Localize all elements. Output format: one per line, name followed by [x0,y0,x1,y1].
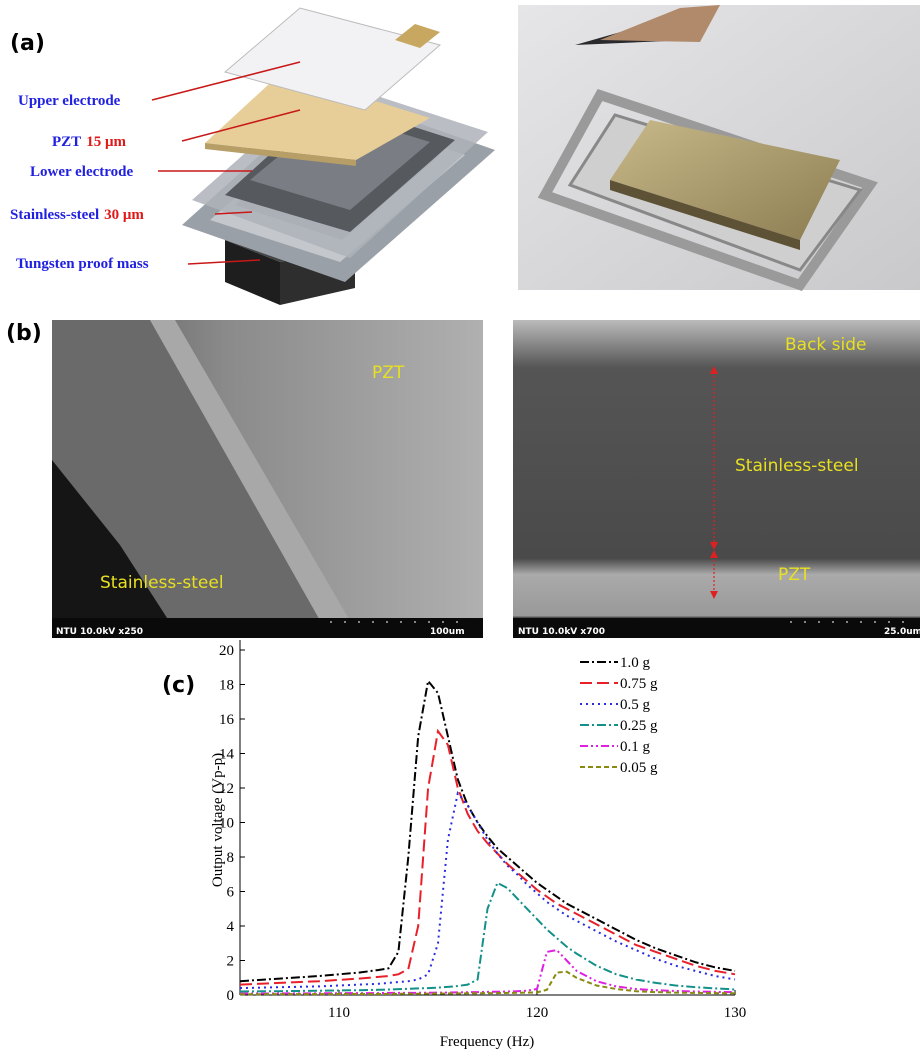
y-tick-label: 6 [227,885,235,901]
legend-label: 1.0 g [620,655,651,671]
sem-info: NTU 10.0kV x250 [56,627,143,637]
y-tick-label: 18 [219,678,234,694]
x-axis-label: Frequency (Hz) [440,1034,535,1050]
layer-label: Upper electrode [18,93,121,109]
x-tick-label: 130 [724,1005,747,1021]
series-line [240,793,735,988]
layer-label: Stainless-steel [10,207,99,223]
y-tick-label: 4 [227,919,235,935]
sem-label: PZT [778,565,811,585]
panel-label: (b) [6,321,42,346]
sem-label: Stainless-steel [735,456,859,476]
panel-label: (a) [10,31,45,56]
legend-label: 0.25 g [620,718,658,734]
layer-thickness: 30 μm [104,207,144,223]
y-tick-label: 2 [227,954,235,970]
legend-label: 0.1 g [620,739,651,755]
y-tick-label: 16 [219,712,235,728]
y-tick-label: 14 [219,747,235,763]
figure: (a) Upper electrode PZT 15 μm Lower elect… [0,0,920,1055]
y-tick-label: 20 [219,643,234,659]
x-tick-label: 110 [328,1005,350,1021]
panel-label: (c) [162,673,195,698]
y-tick-label: 8 [227,850,235,866]
y-tick-label: 0 [227,988,235,1004]
sem-label: PZT [372,363,405,383]
legend-label: 0.5 g [620,697,651,713]
x-tick-label: 120 [526,1005,549,1021]
sem-image-right [513,320,920,638]
device-photo [518,5,920,290]
sem-info: NTU 10.0kV x700 [518,627,605,637]
layer-label-group: PZT 15 μm [52,134,126,150]
layer-label: Lower electrode [30,164,133,180]
legend-label: 0.05 g [620,760,658,776]
series-line [240,731,735,985]
plot-frame [240,650,735,995]
sem-label: Back side [785,335,867,355]
sem-label: Stainless-steel [100,573,224,593]
series-line [240,681,735,981]
series-line [240,883,735,992]
y-tick-label: 12 [219,781,234,797]
schematic [152,8,495,305]
layer-label: Tungsten proof mass [16,256,149,272]
legend-label: 0.75 g [620,676,658,692]
series-line [240,950,735,994]
sem-scale: 25.0um [884,627,920,637]
y-tick-label: 10 [219,816,234,832]
sem-scale: 100um [430,627,465,637]
layer-label-group: Stainless-steel 30 μm [10,207,144,223]
layer-thickness: 15 μm [86,134,126,150]
layer-label: PZT [52,134,81,150]
